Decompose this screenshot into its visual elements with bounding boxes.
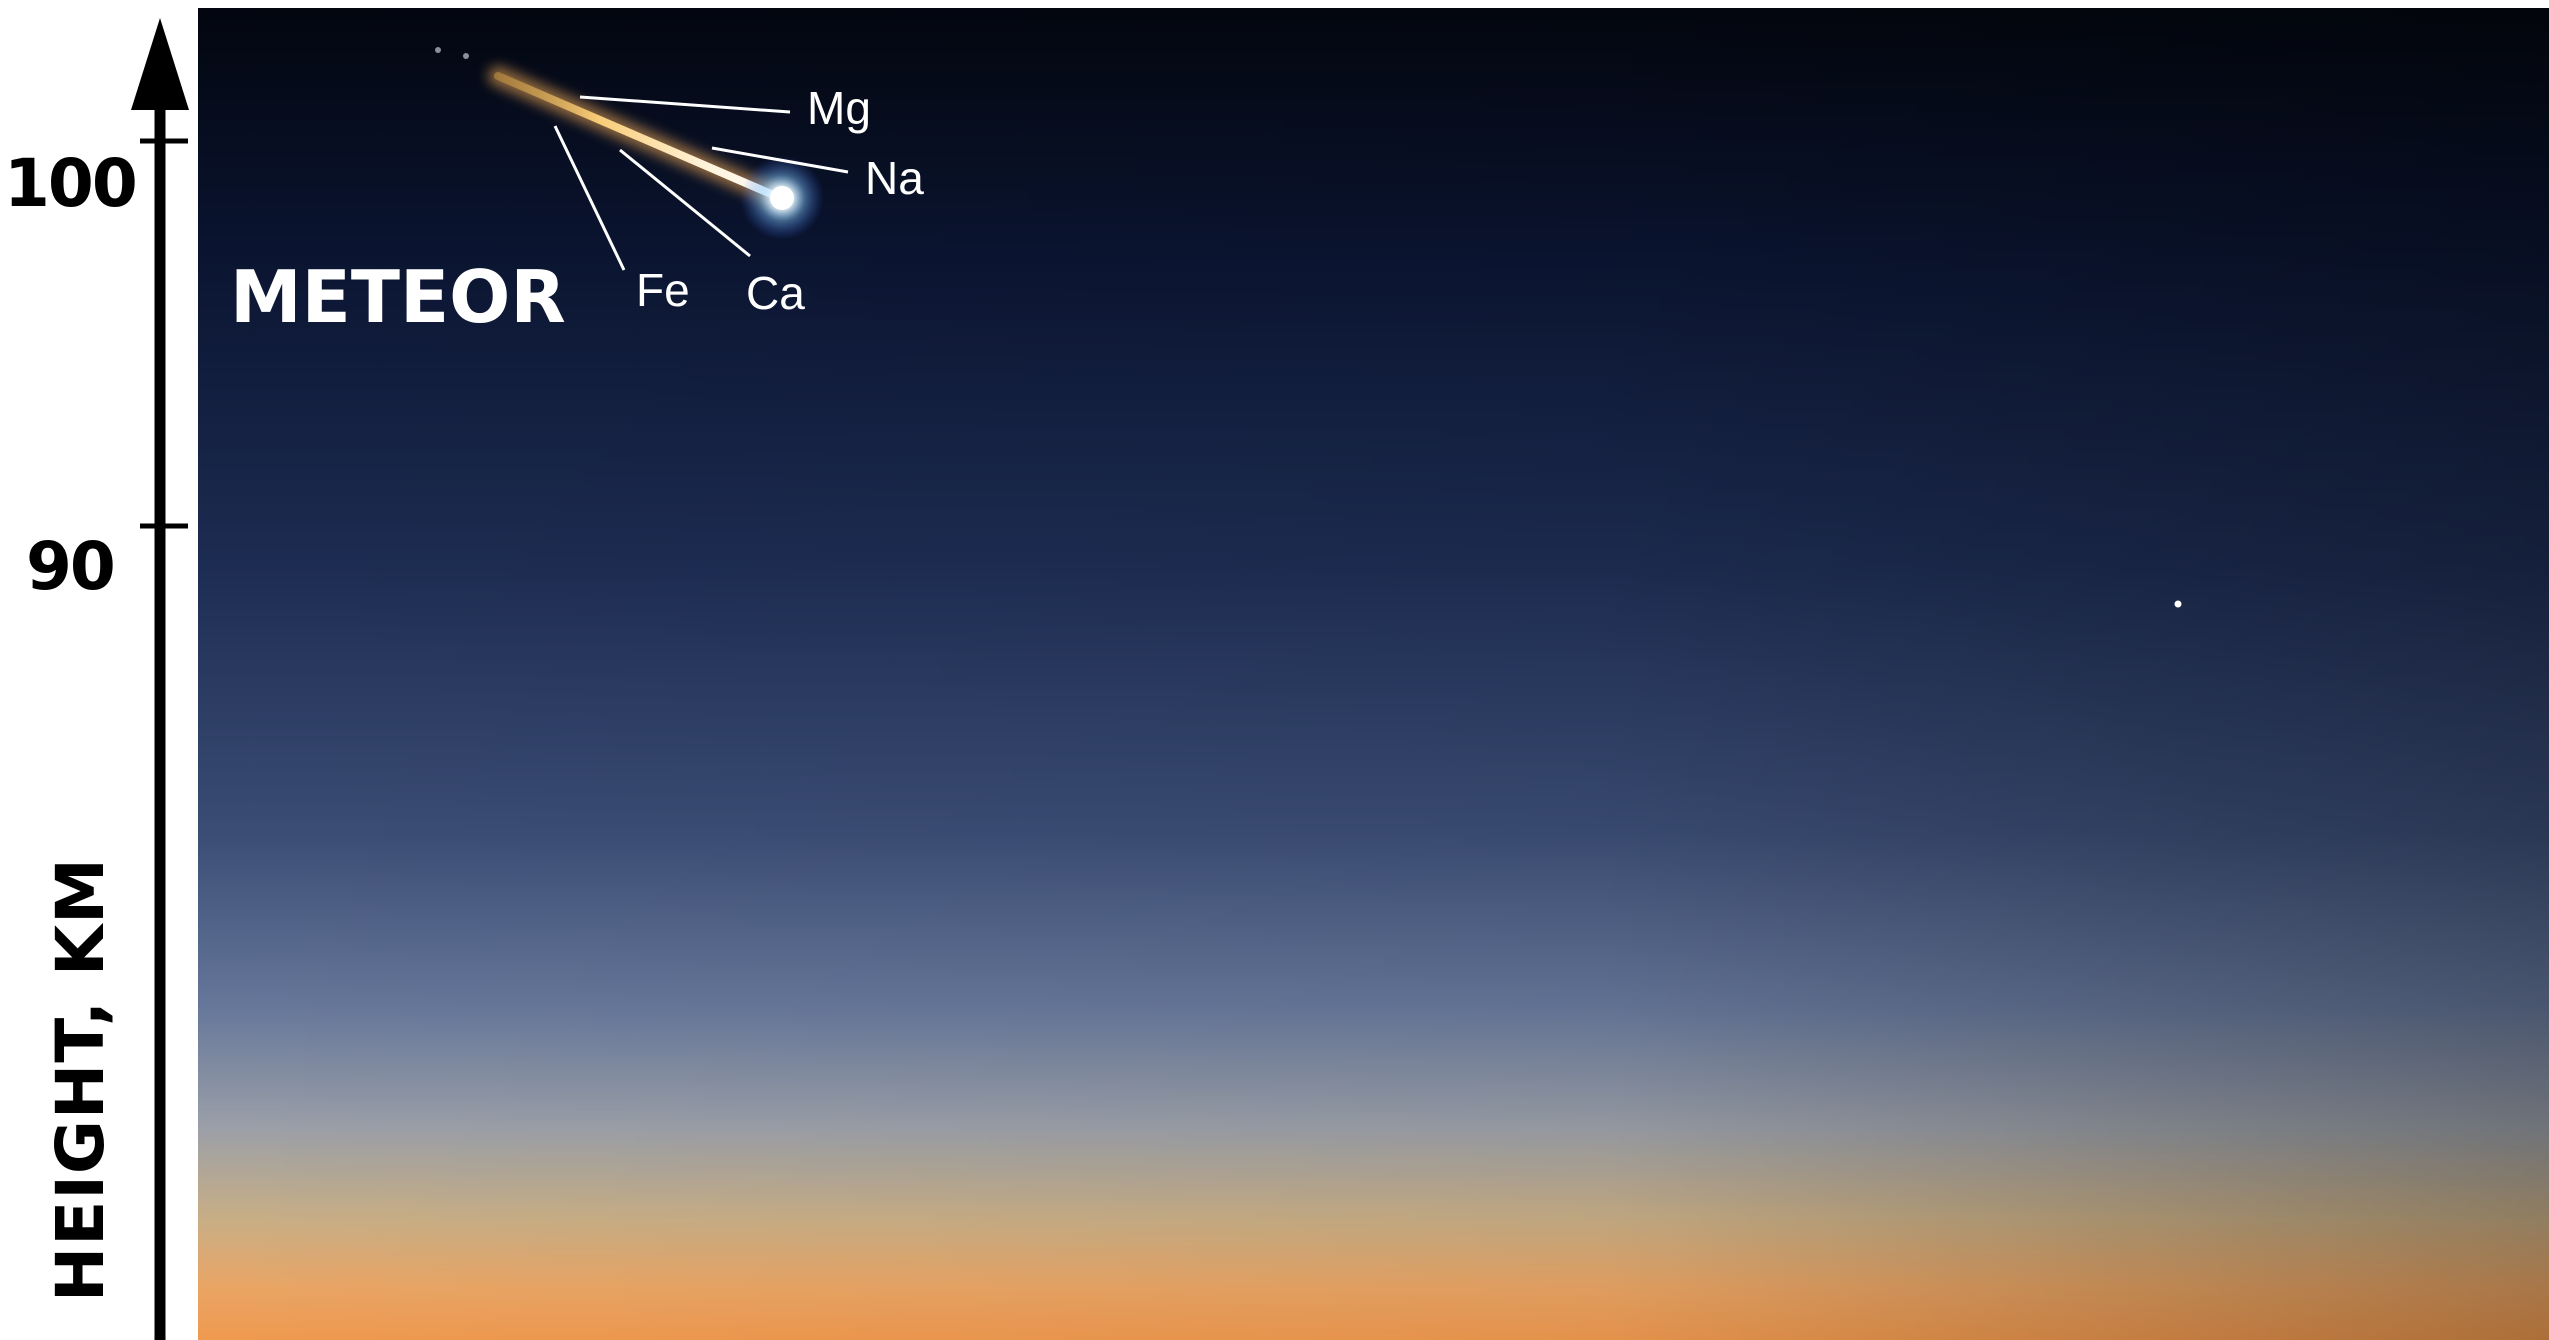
leader-fe [553,125,626,271]
meteor-fragment [463,53,469,59]
element-labels: Mg Na Fe Ca [636,82,924,319]
meteor-head [770,186,794,210]
tick-label-100: 100 [4,145,136,222]
sky-photo [198,8,2549,1340]
axis-arrow-head [131,18,189,110]
meteor-label: METEOR [230,255,566,339]
distant-star [2174,600,2182,608]
sky-right-shade [198,8,2549,1340]
meteor [435,47,824,240]
leader-mg [579,95,791,114]
meteor-fragment [435,47,441,53]
axis-title: HEIGHT, KM [42,857,119,1302]
element-label-na: Na [865,152,924,204]
leader-na [711,146,849,174]
element-leaders [553,95,849,271]
tick-label-90: 90 [26,528,114,605]
leader-ca [619,148,751,258]
element-label-fe: Fe [636,264,690,316]
meteor-trail [494,72,789,204]
element-label-ca: Ca [746,267,805,319]
element-label-mg: Mg [807,82,871,134]
height-axis: 100 90 HEIGHT, KM [4,18,189,1340]
